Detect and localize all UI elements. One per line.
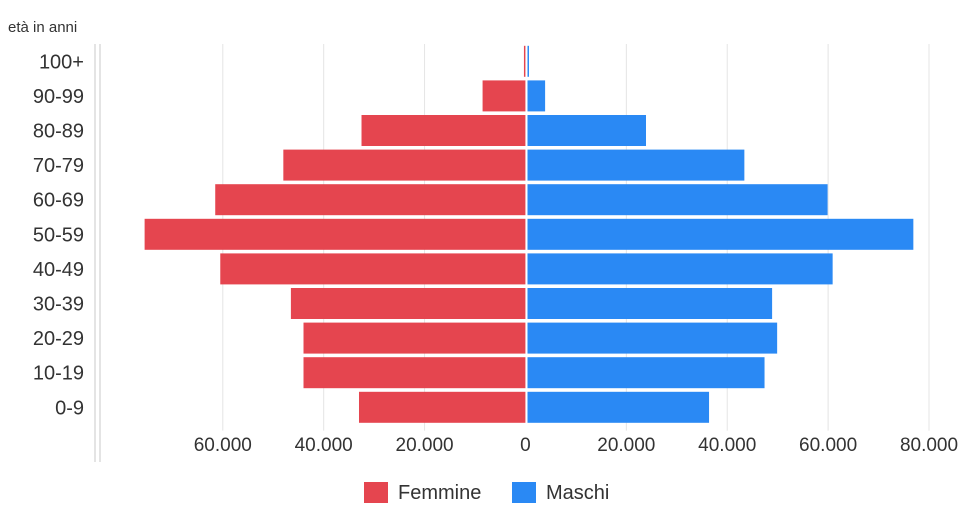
y-tick-label: 100+ <box>39 51 84 73</box>
bar-maschi-70-79 <box>527 149 745 181</box>
legend-swatch <box>364 482 388 503</box>
y-tick-label: 20-29 <box>33 328 84 350</box>
bar-femmine-80-89 <box>361 115 526 146</box>
bar-maschi-40-49 <box>527 253 833 285</box>
legend-swatch <box>512 482 536 503</box>
bar-maschi-20-29 <box>527 322 778 354</box>
bar-femmine-100+ <box>523 45 526 77</box>
y-tick-label: 90-99 <box>33 86 84 108</box>
legend-label: Maschi <box>546 482 609 503</box>
x-tick-label: 20.000 <box>597 435 655 456</box>
y-tick-label: 40-49 <box>33 259 84 281</box>
x-tick-label: 60.000 <box>799 435 857 456</box>
y-tick-label: 70-79 <box>33 155 84 177</box>
bar-femmine-90-99 <box>482 80 526 112</box>
y-axis-title: età in anni <box>8 19 77 36</box>
bar-maschi-80-89 <box>527 115 646 146</box>
bar-maschi-30-39 <box>527 288 773 319</box>
bar-femmine-0-9 <box>358 391 526 423</box>
legend-item-femmine[interactable]: Femmine <box>364 482 481 504</box>
x-tick-label: 20.000 <box>396 435 454 456</box>
bar-maschi-60-69 <box>527 184 828 216</box>
x-tick-label: 80.000 <box>900 435 958 456</box>
legend-item-maschi[interactable]: Maschi <box>512 482 609 504</box>
bar-femmine-30-39 <box>290 288 526 319</box>
bar-maschi-0-9 <box>527 391 710 423</box>
y-tick-label: 10-19 <box>33 363 84 385</box>
y-tick-label: 60-69 <box>33 190 84 212</box>
axis-layer <box>94 44 101 462</box>
legend: Femmine Maschi <box>364 482 609 504</box>
y-tick-label: 80-89 <box>33 121 84 143</box>
bar-femmine-60-69 <box>215 184 526 216</box>
bar-femmine-50-59 <box>144 218 526 250</box>
y-tick-label: 30-39 <box>33 294 84 316</box>
bar-femmine-40-49 <box>220 253 526 285</box>
y-tick-label: 50-59 <box>33 224 84 246</box>
x-tick-label: 0 <box>520 435 531 456</box>
y-tick-labels: 0-9 10-19 20-29 30-39 40-49 50-59 60-69 70-79 80… <box>33 51 84 419</box>
x-tick-label: 60.000 <box>194 435 252 456</box>
x-tick-label: 40.000 <box>295 435 353 456</box>
y-tick-label: 0-9 <box>55 397 84 419</box>
bar-femmine-70-79 <box>283 149 526 181</box>
bars-layer <box>144 44 914 431</box>
bar-femmine-10-19 <box>303 357 526 389</box>
x-tick-labels: 60.000 40.000 20.000 0 20.000 40.000 60.000 80.… <box>194 435 958 456</box>
bar-femmine-20-29 <box>303 322 526 354</box>
bar-maschi-50-59 <box>527 218 914 250</box>
bar-maschi-90-99 <box>527 80 546 112</box>
bar-maschi-10-19 <box>527 357 765 389</box>
legend-label: Femmine <box>398 482 481 503</box>
bar-maschi-100+ <box>527 45 529 77</box>
x-tick-label: 40.000 <box>698 435 756 456</box>
